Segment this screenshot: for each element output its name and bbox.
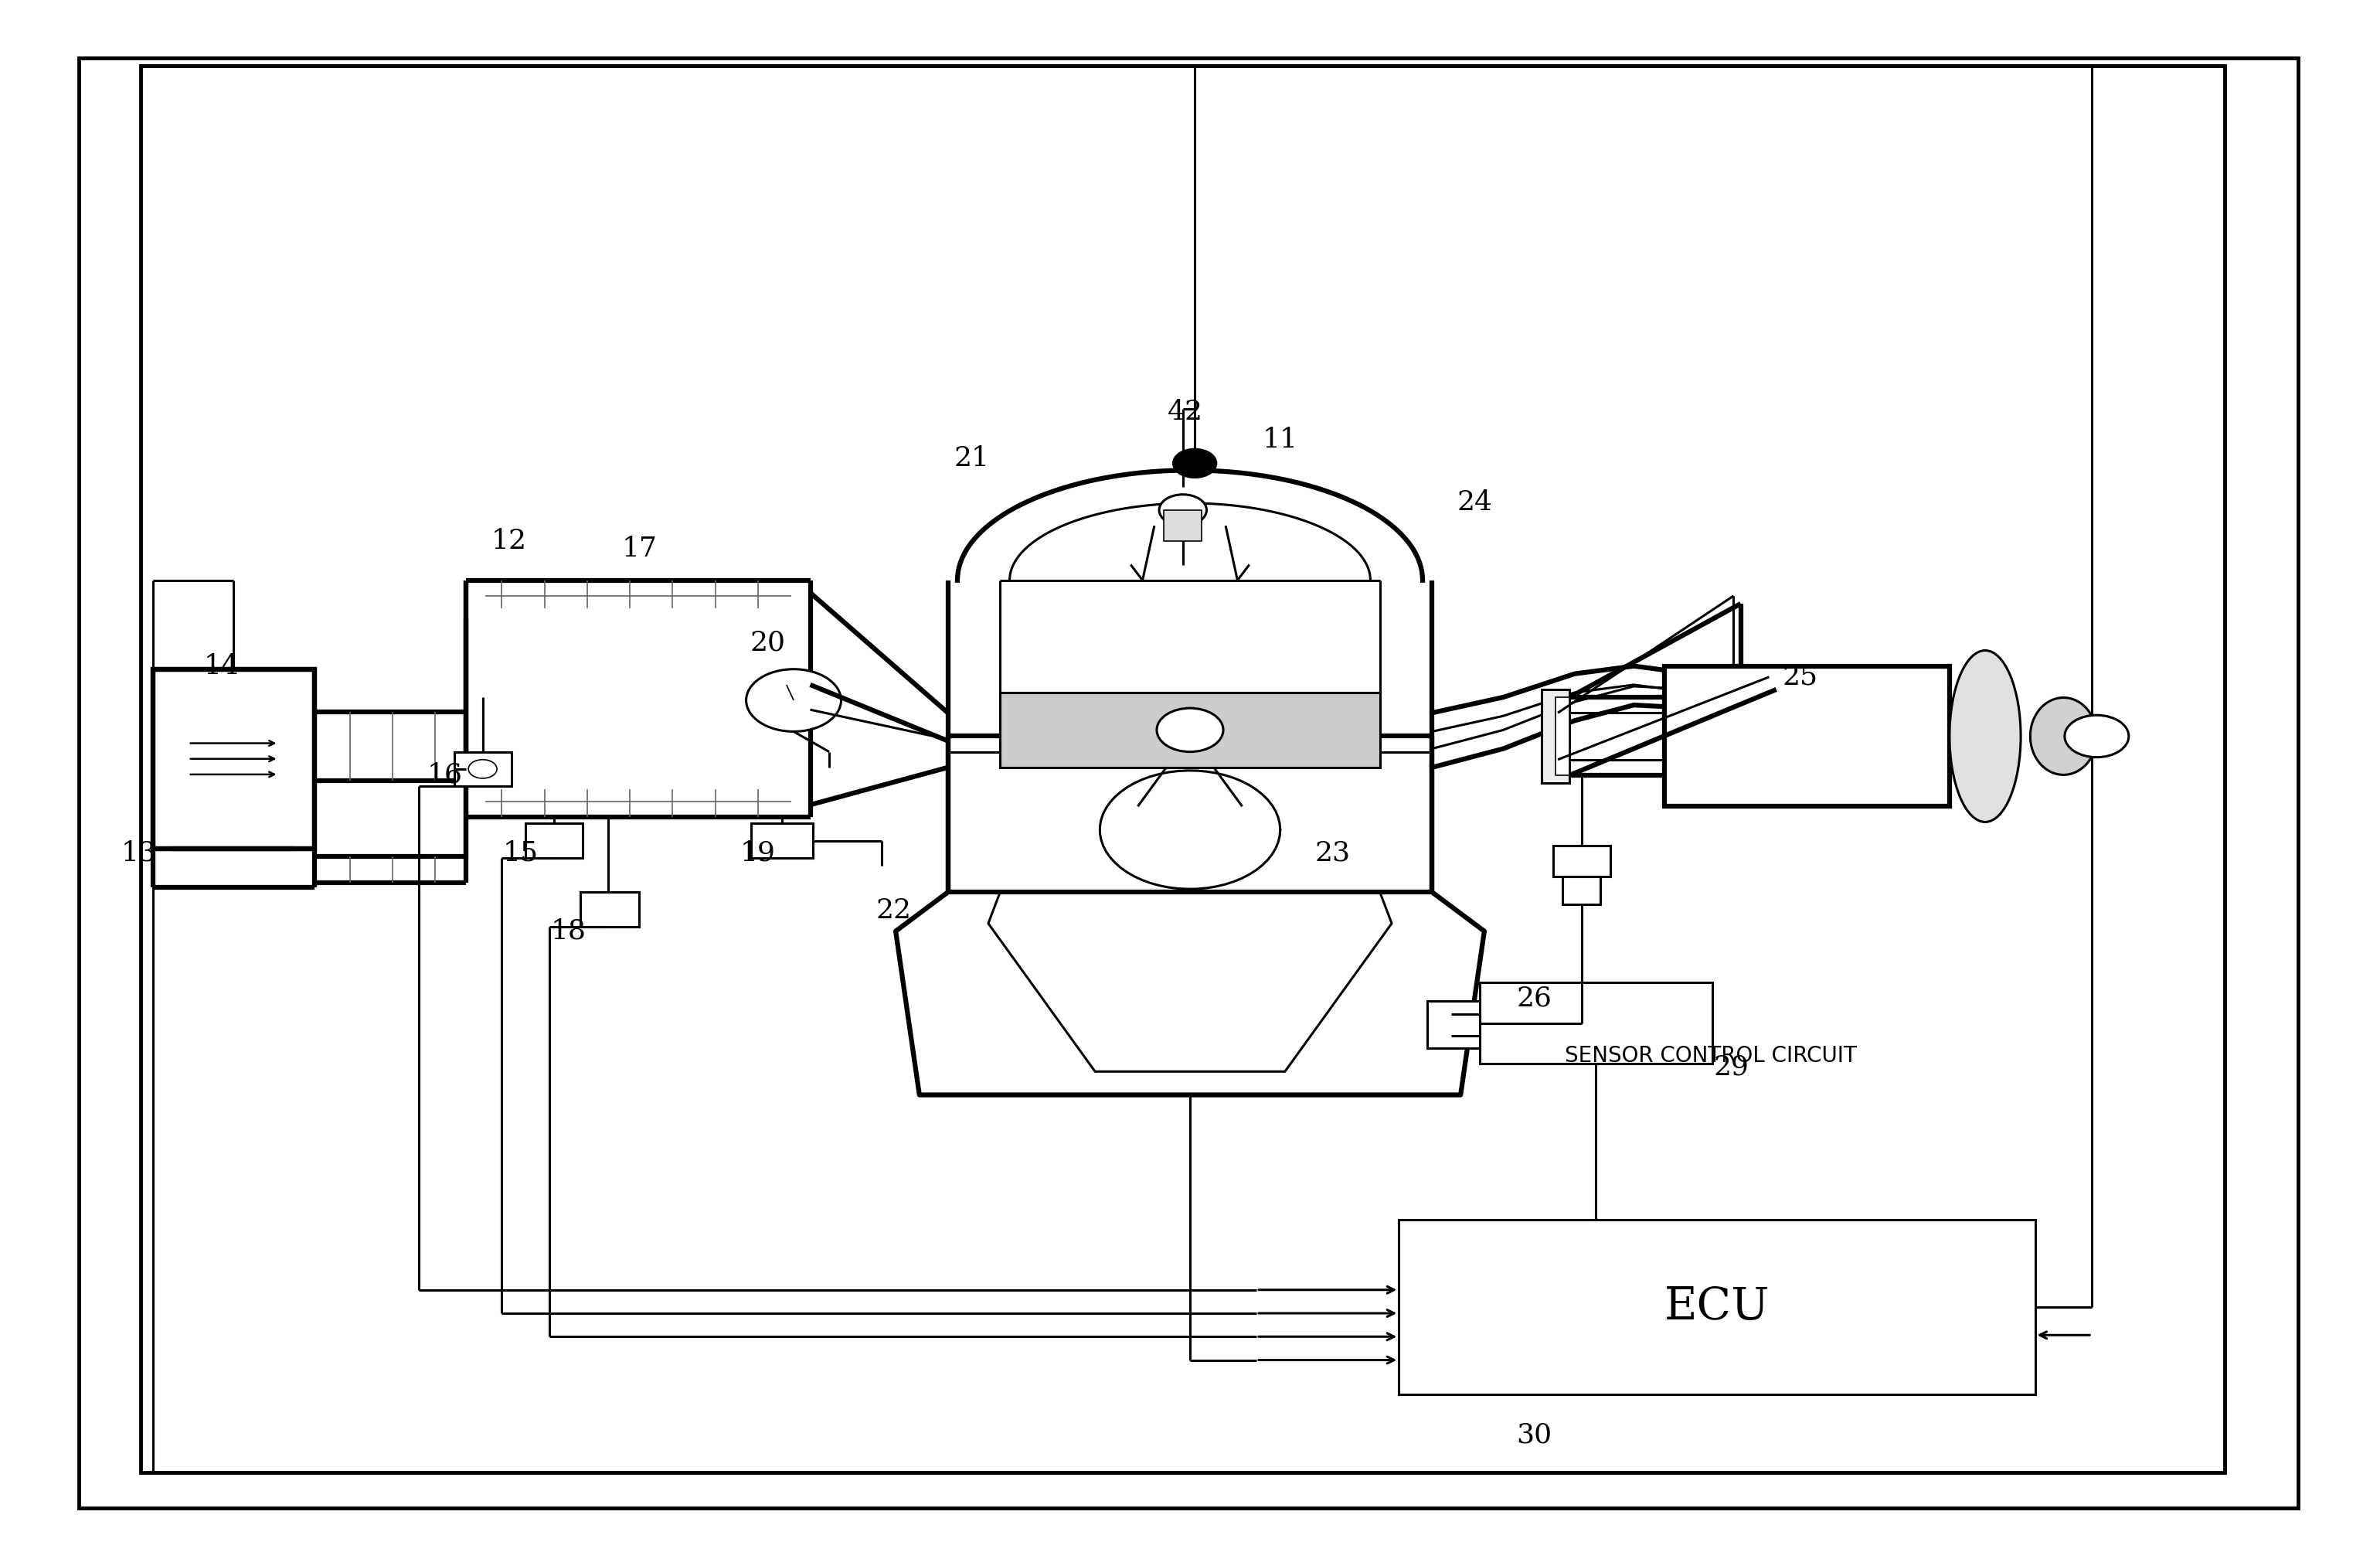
Bar [1557, 697, 1571, 775]
Bar [1554, 846, 1611, 877]
Text: 29: 29 [1714, 1054, 1749, 1081]
Text: 23: 23 [1314, 839, 1349, 866]
Bar [526, 824, 583, 858]
Bar [455, 752, 512, 786]
Bar [1480, 982, 1711, 1063]
Text: 11: 11 [1261, 428, 1297, 453]
Text: 17: 17 [621, 536, 657, 562]
Circle shape [1157, 708, 1223, 752]
Bar [1000, 692, 1380, 767]
Bar [1399, 1220, 2035, 1394]
Bar [152, 669, 314, 849]
Circle shape [2066, 716, 2128, 758]
Text: SENSOR CONTROL CIRCUIT: SENSOR CONTROL CIRCUIT [1566, 1045, 1856, 1066]
Circle shape [1159, 495, 1207, 526]
Bar [752, 824, 812, 858]
Text: 15: 15 [502, 839, 538, 866]
Bar [581, 893, 640, 927]
Bar [1164, 511, 1202, 542]
Text: 18: 18 [550, 918, 585, 944]
Bar [152, 669, 314, 849]
Text: 26: 26 [1516, 985, 1552, 1012]
Bar [1664, 666, 1949, 806]
Text: ECU: ECU [1664, 1286, 1771, 1328]
Bar [1542, 689, 1571, 783]
Circle shape [747, 669, 840, 731]
Text: 16: 16 [426, 763, 462, 788]
Text: 12: 12 [490, 528, 526, 554]
Text: 22: 22 [876, 897, 912, 924]
Text: 20: 20 [750, 630, 785, 656]
Bar [1428, 1001, 1480, 1048]
Text: 21: 21 [954, 445, 990, 471]
Ellipse shape [1949, 650, 2021, 822]
Text: 24: 24 [1457, 489, 1492, 515]
Text: 42: 42 [1169, 399, 1202, 424]
Text: 14: 14 [205, 653, 240, 680]
Circle shape [1173, 449, 1216, 478]
Text: 19: 19 [740, 839, 776, 866]
Text: 30: 30 [1516, 1422, 1552, 1449]
Ellipse shape [2030, 697, 2097, 775]
Bar [140, 66, 2225, 1472]
Circle shape [469, 760, 497, 778]
Text: 13: 13 [121, 839, 157, 866]
Text: 25: 25 [1783, 664, 1818, 691]
Bar [1564, 877, 1602, 905]
